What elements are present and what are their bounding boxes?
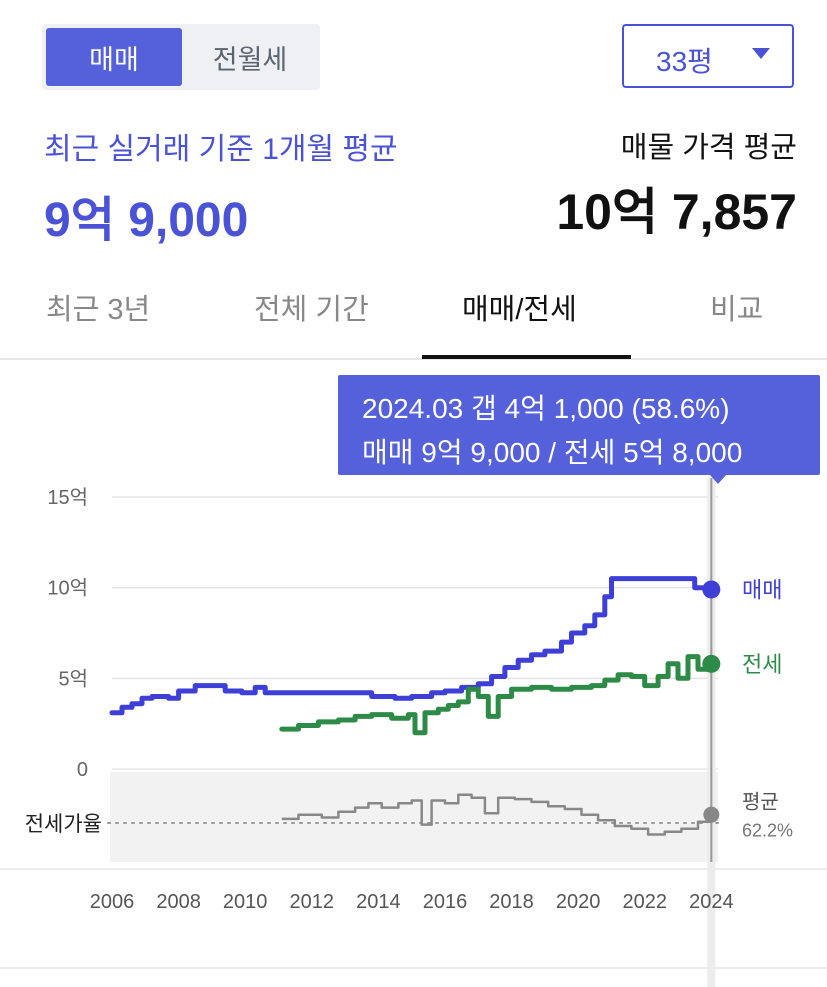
chart-tooltip: 2024.03 갭 4억 1,000 (58.6%) 매매 9억 9,000 /… (338, 375, 820, 484)
sale-toggle-button[interactable]: 매매 (46, 28, 182, 86)
tab-compare[interactable]: 비교 (710, 294, 764, 326)
x-tick-label: 2010 (223, 891, 268, 913)
x-tick-label: 2024 (689, 891, 734, 913)
jeonse-series-end-dot (702, 654, 721, 673)
tooltip-gap-line: 2024.03 갭 4억 1,000 (58.6%) (362, 393, 730, 424)
ratio-series-end-dot (703, 806, 720, 823)
active-tab-indicator (422, 355, 631, 359)
sale-series-end-dot (702, 580, 721, 599)
tab-full-period[interactable]: 전체 기간 (254, 294, 369, 326)
y-tick-label: 10억 (47, 577, 88, 600)
tab-recent-3y[interactable]: 최근 3년 (46, 294, 151, 326)
y-tick-label: 0 (77, 759, 88, 781)
tooltip-price-line: 매매 9억 9,000 / 전세 5억 8,000 (362, 437, 743, 468)
sale-end-label: 매매 (742, 577, 782, 602)
tab-divider (0, 358, 827, 360)
ratio-end-value: 62.2% (742, 821, 793, 841)
trade-type-toggle: 매매 전월세 (42, 24, 320, 90)
rent-toggle-button[interactable]: 전월세 (212, 44, 288, 75)
ratio-band-background (110, 772, 718, 862)
y-tick-label: 15억 (47, 486, 88, 509)
recent-avg-value: 9억 9,000 (44, 194, 249, 247)
x-tick-label: 2012 (290, 891, 335, 913)
y-tick-label: 5억 (58, 667, 88, 690)
tooltip-caret (710, 475, 726, 484)
jeonse-series-line (279, 654, 714, 736)
x-tick-label: 2014 (356, 891, 401, 913)
listing-avg-label: 매물 가격 평균 (620, 132, 797, 164)
ratio-end-label: 평균 (742, 791, 779, 814)
listing-avg-value: 10억 7,857 (556, 184, 797, 240)
caret-down-icon (752, 48, 770, 59)
jeonse-end-label: 전세 (742, 652, 782, 677)
ratio-axis-label: 전세가율 (25, 813, 102, 836)
tab-sale-jeonse[interactable]: 매매/전세 (462, 294, 577, 326)
x-axis-rule (0, 868, 827, 870)
chart-bottom-rule (0, 967, 827, 969)
sale-series-line (109, 576, 714, 716)
area-dropdown[interactable]: 33평 (622, 24, 794, 88)
x-tick-label: 2016 (423, 891, 468, 913)
x-tick-label: 2020 (556, 891, 601, 913)
x-tick-label: 2022 (622, 891, 667, 913)
x-tick-label: 2008 (156, 891, 201, 913)
x-tick-label: 2006 (90, 891, 135, 913)
x-tick-label: 2018 (489, 891, 534, 913)
ratio-series-line (281, 793, 713, 836)
recent-avg-label: 최근 실거래 기준 1개월 평균 (44, 133, 398, 166)
area-dropdown-value: 33평 (656, 46, 713, 77)
